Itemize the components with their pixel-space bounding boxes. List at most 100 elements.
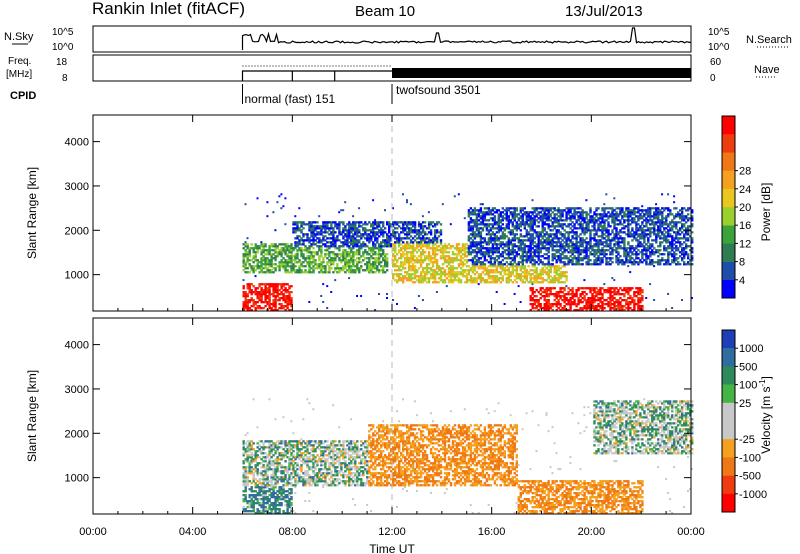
power-cell bbox=[443, 245, 447, 248]
power-cell bbox=[533, 209, 536, 212]
power-cell bbox=[527, 215, 530, 218]
power-cell bbox=[641, 307, 644, 310]
power-cell bbox=[479, 233, 483, 236]
power-cell bbox=[248, 307, 251, 310]
power-cell bbox=[581, 245, 584, 248]
power-cell bbox=[372, 241, 375, 244]
power-cell bbox=[264, 243, 267, 246]
power-cell bbox=[585, 261, 588, 264]
power-cell bbox=[272, 285, 275, 288]
power-cell bbox=[451, 261, 455, 264]
power-cell bbox=[348, 267, 351, 270]
power-cell bbox=[254, 275, 257, 278]
power-cell bbox=[491, 251, 495, 254]
power-cell bbox=[298, 267, 301, 270]
power-cell bbox=[364, 269, 367, 272]
power-cell bbox=[569, 217, 572, 220]
power-cell bbox=[242, 305, 245, 308]
power-cell bbox=[352, 215, 355, 218]
power-cell bbox=[577, 297, 580, 300]
freq-tick-high: 18 bbox=[56, 57, 68, 68]
power-cell bbox=[406, 221, 409, 224]
power-cell bbox=[493, 241, 497, 244]
power-cell bbox=[605, 291, 608, 294]
power-cell bbox=[567, 301, 570, 304]
power-cell bbox=[270, 309, 273, 312]
power-cell bbox=[306, 261, 309, 264]
power-cell bbox=[529, 251, 532, 254]
power-cell bbox=[481, 267, 485, 270]
power-cell bbox=[300, 239, 303, 242]
power-cell bbox=[411, 221, 415, 224]
power-cell bbox=[411, 245, 415, 248]
power-cell bbox=[649, 263, 652, 266]
power-cell bbox=[499, 271, 502, 274]
power-cell bbox=[300, 243, 303, 246]
power-cell bbox=[477, 223, 481, 226]
power-cell bbox=[599, 253, 602, 256]
power-cell bbox=[384, 253, 387, 256]
power-cell bbox=[497, 215, 500, 218]
power-cell bbox=[671, 213, 674, 216]
power-cell bbox=[529, 217, 532, 220]
power-cell bbox=[573, 249, 576, 252]
power-cell bbox=[541, 223, 544, 226]
power-cell bbox=[669, 245, 672, 248]
power-cell bbox=[356, 253, 359, 256]
power-cell bbox=[354, 221, 357, 224]
power-cell bbox=[637, 307, 640, 310]
power-cell bbox=[641, 255, 644, 258]
power-cell bbox=[429, 255, 433, 258]
power-cell bbox=[575, 211, 578, 214]
power-cell bbox=[653, 217, 656, 220]
power-cell bbox=[435, 261, 439, 264]
power-cell bbox=[675, 257, 678, 260]
power-cell bbox=[687, 237, 690, 240]
power-cell bbox=[491, 253, 495, 256]
power-cell bbox=[276, 283, 279, 286]
power-cell bbox=[635, 223, 638, 226]
power-cell bbox=[553, 227, 556, 230]
power-cell bbox=[457, 247, 461, 250]
power-cell bbox=[531, 297, 534, 300]
power-cell bbox=[262, 263, 265, 266]
power-cell bbox=[595, 241, 598, 244]
power-cell bbox=[344, 201, 347, 204]
power-cell bbox=[597, 249, 600, 252]
power-cell bbox=[571, 293, 574, 296]
power-cell bbox=[517, 273, 520, 276]
power-cell bbox=[382, 265, 385, 268]
power-cell bbox=[531, 255, 534, 258]
power-cell bbox=[300, 249, 303, 252]
power-cell bbox=[529, 241, 532, 244]
power-cell bbox=[439, 241, 443, 244]
power-cell bbox=[641, 291, 644, 294]
power-cell bbox=[431, 251, 435, 254]
power-cell bbox=[621, 231, 624, 234]
power-cell bbox=[244, 245, 247, 248]
power-cell bbox=[274, 295, 277, 298]
power-cell bbox=[543, 215, 546, 218]
power-cell bbox=[599, 215, 602, 218]
power-cell bbox=[557, 241, 560, 244]
power-cell bbox=[551, 247, 554, 250]
power-cell bbox=[441, 255, 445, 258]
power-cell bbox=[685, 215, 688, 218]
power-cell bbox=[423, 257, 427, 260]
power-cell bbox=[244, 299, 247, 302]
power-cell bbox=[264, 285, 267, 288]
power-cell bbox=[511, 271, 514, 274]
power-cell bbox=[290, 271, 293, 274]
power-cell bbox=[627, 213, 630, 216]
power-cell bbox=[529, 237, 532, 240]
power-cell bbox=[330, 291, 333, 293]
power-cell bbox=[358, 261, 361, 264]
power-cell bbox=[485, 219, 489, 222]
power-cell bbox=[513, 259, 516, 262]
power-cell bbox=[689, 207, 692, 210]
power-cell bbox=[529, 273, 532, 276]
power-cell bbox=[599, 225, 602, 228]
power-cell bbox=[352, 237, 355, 240]
power-cell bbox=[573, 247, 576, 250]
power-cell bbox=[312, 267, 315, 270]
